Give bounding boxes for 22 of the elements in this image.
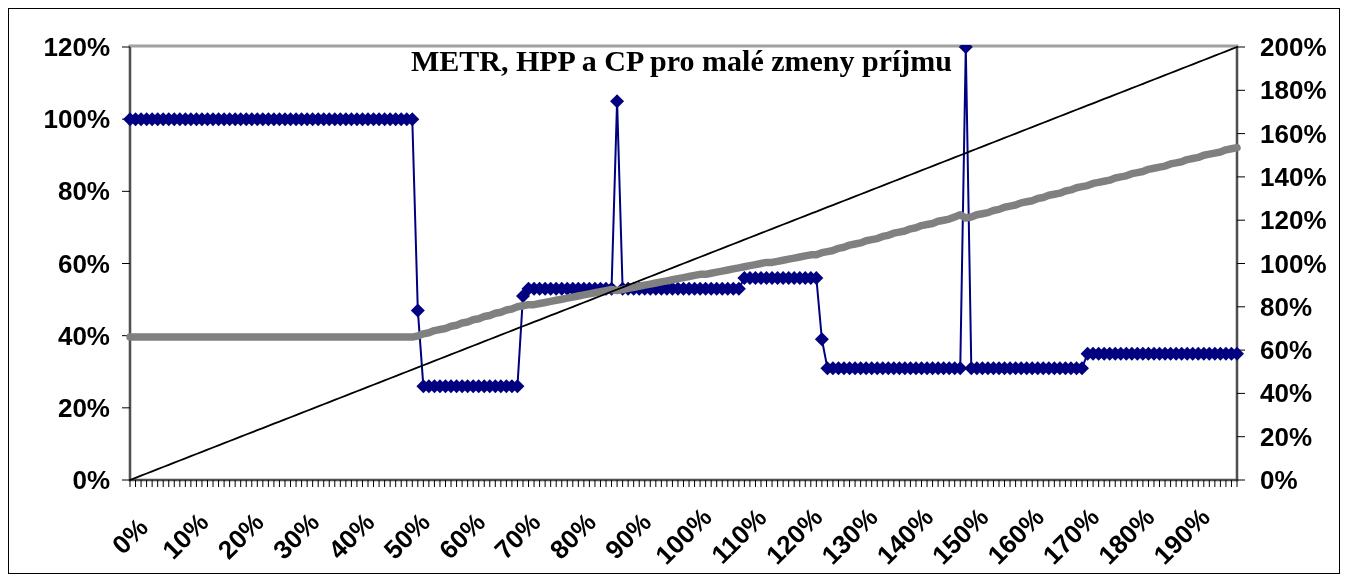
x-tick-label: 0% (106, 512, 154, 560)
y2-tick-label: 200% (1260, 32, 1327, 62)
x-tick-label: 40% (322, 506, 381, 566)
y-tick-label: 120% (43, 32, 110, 62)
y2-tick-label: 0% (1260, 465, 1298, 495)
y2-tick-label: 60% (1260, 335, 1313, 366)
y2-tick-label: 120% (1260, 205, 1327, 236)
y2-tick-label: 40% (1260, 378, 1313, 409)
y2-tick-label: 80% (1260, 291, 1313, 322)
y2-tick-label: 140% (1260, 161, 1327, 192)
y2-tick-label: 100% (1260, 248, 1327, 279)
y-tick-label: 40% (57, 320, 110, 351)
y2-tick-label: 20% (1260, 421, 1313, 452)
y-tick-label: 80% (57, 176, 110, 207)
y-tick-label: 20% (57, 392, 110, 423)
y-tick-label: 100% (43, 104, 110, 135)
y-tick-label: 60% (57, 248, 110, 279)
y2-tick-label: 180% (1260, 75, 1327, 106)
y2-tick-label: 160% (1260, 118, 1327, 149)
x-tick-label: 90% (599, 506, 658, 566)
y-tick-label: 0% (72, 465, 110, 495)
chart-title: METR, HPP a CP pro malé zmeny príjmu (410, 44, 953, 77)
